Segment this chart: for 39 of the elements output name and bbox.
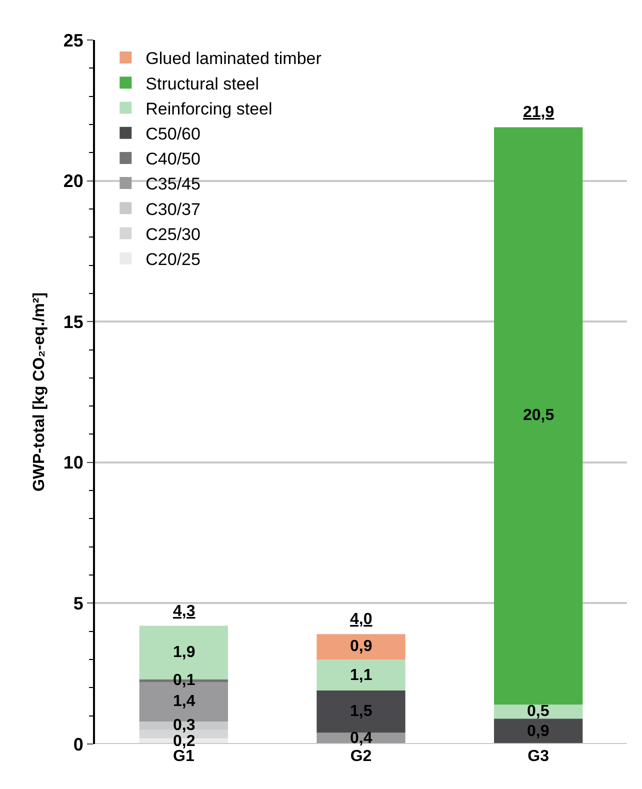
data-label: 0,5: [527, 703, 550, 720]
bar: [494, 127, 583, 705]
bar: [316, 690, 406, 733]
legend-label: C20/25: [146, 250, 200, 269]
legend-label: C25/30: [146, 224, 200, 244]
legend-label: Glued laminated timber: [146, 49, 322, 68]
x-tick-label: G3: [528, 748, 550, 765]
data-label: 1,4: [173, 693, 196, 710]
y-axis-title: GWP-total [kg CO₂-eq./m²]: [30, 292, 48, 492]
total-label: 21,9: [523, 104, 554, 121]
bar: [316, 634, 406, 660]
y-tick-label: 0: [73, 734, 84, 754]
y-tick-label: 25: [63, 30, 84, 50]
y-tick-label: 20: [63, 171, 84, 192]
y-tick-label: 15: [63, 312, 84, 332]
legend-label: Structural steel: [146, 74, 260, 94]
data-label: 1,9: [173, 644, 196, 661]
total-label: 4,0: [350, 611, 372, 628]
legend-label: C30/37: [146, 200, 200, 219]
legend-label: C35/45: [146, 174, 200, 194]
total-label: 4,3: [173, 603, 196, 620]
bar: [494, 718, 583, 744]
legend-label: Reinforcing steel: [146, 99, 272, 118]
x-tick-label: G1: [173, 748, 194, 765]
data-label: 0,1: [173, 672, 196, 689]
data-label: 0,9: [350, 638, 372, 655]
bar: [316, 660, 406, 690]
data-label: 0,3: [173, 717, 196, 734]
data-label: 0,9: [527, 723, 550, 740]
data-label: 0,2: [173, 733, 196, 750]
y-tick-label: 10: [63, 452, 84, 473]
data-label: 1,5: [350, 703, 372, 720]
data-label: 20,5: [523, 407, 554, 424]
legend-label: C40/50: [146, 150, 200, 169]
data-label: 0,4: [350, 730, 372, 747]
y-tick-label: 5: [73, 594, 84, 614]
legend-label: C50/60: [146, 124, 200, 144]
data-label: 1,1: [350, 667, 372, 684]
x-tick-label: G2: [350, 748, 372, 765]
